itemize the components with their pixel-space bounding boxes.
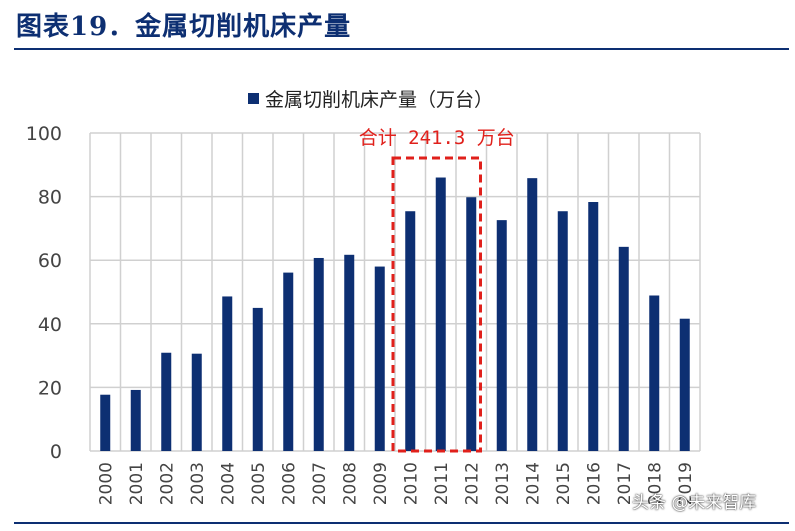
bar-2018 (649, 295, 660, 451)
bar-2011 (435, 177, 446, 451)
x-tick-2018: 2018 (645, 462, 665, 505)
bar-2007 (313, 257, 324, 451)
y-tick-60: 60 (38, 250, 62, 272)
x-tick-2013: 2013 (493, 462, 513, 505)
bar-2012 (466, 197, 477, 451)
chart-grid (89, 132, 701, 452)
x-tick-2004: 2004 (218, 462, 238, 505)
y-tick-0: 0 (50, 441, 62, 463)
bar-2013 (496, 220, 507, 451)
legend-label: 金属切削机床产量（万台） (265, 89, 494, 111)
legend-swatch (248, 93, 259, 104)
x-tick-2003: 2003 (188, 462, 208, 505)
bar-2010 (405, 211, 416, 451)
x-tick-2014: 2014 (523, 462, 543, 505)
bottom-divider (14, 522, 789, 524)
chart-annotation: 合计 241.3 万台 (359, 127, 515, 453)
title-divider (14, 48, 789, 50)
bar-2008 (344, 254, 355, 451)
chart-legend: 金属切削机床产量（万台） (248, 85, 493, 112)
bar-2004 (222, 296, 233, 451)
x-tick-2016: 2016 (584, 462, 604, 505)
chart-bars (100, 177, 690, 451)
x-tick-2017: 2017 (615, 462, 635, 505)
x-tick-2008: 2008 (340, 462, 360, 505)
bar-2009 (374, 266, 385, 451)
x-tick-2009: 2009 (371, 462, 391, 505)
bar-2005 (252, 307, 263, 451)
bar-2003 (191, 353, 202, 451)
bar-2001 (130, 389, 141, 451)
watermark: 头条 @未来智库 (632, 493, 757, 513)
y-tick-80: 80 (38, 187, 62, 209)
bar-2017 (618, 246, 629, 451)
y-tick-100: 100 (26, 123, 62, 145)
bar-2019 (679, 318, 690, 451)
x-tick-2015: 2015 (554, 462, 574, 505)
bar-2002 (161, 352, 172, 451)
x-tick-2012: 2012 (462, 462, 482, 505)
y-axis-ticks: 0 20 40 60 80 100 (26, 123, 62, 463)
y-tick-40: 40 (38, 314, 62, 336)
annotation-label: 合计 241.3 万台 (359, 127, 515, 149)
bar-2014 (527, 178, 538, 451)
bar-2015 (557, 211, 568, 451)
x-tick-2006: 2006 (279, 462, 299, 505)
x-axis-ticks: 2000 2001 2002 2003 2004 2005 2006 2007 2008 2009… (96, 462, 696, 505)
x-tick-2002: 2002 (157, 462, 177, 505)
x-tick-2000: 2000 (96, 462, 116, 505)
x-tick-2007: 2007 (310, 462, 330, 505)
x-tick-2011: 2011 (432, 462, 452, 505)
figure-title: 图表19．金属切削机床产量 (16, 12, 352, 42)
x-tick-2001: 2001 (127, 462, 147, 505)
x-tick-2019: 2019 (676, 462, 696, 505)
x-tick-2005: 2005 (249, 462, 269, 505)
x-tick-2010: 2010 (401, 462, 421, 505)
y-tick-20: 20 (38, 377, 62, 399)
bar-2006 (283, 272, 294, 451)
bar-2016 (588, 202, 599, 451)
annotation-box (391, 156, 482, 453)
bar-2000 (100, 394, 111, 451)
